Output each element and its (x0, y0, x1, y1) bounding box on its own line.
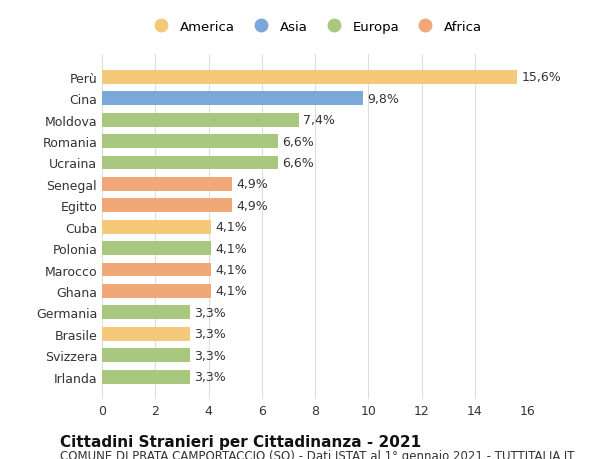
Text: 6,6%: 6,6% (282, 157, 313, 170)
Bar (102, 92, 363, 106)
Bar (102, 199, 232, 213)
Bar (102, 113, 299, 127)
Bar (102, 71, 517, 84)
Bar (102, 178, 232, 191)
Bar (102, 156, 278, 170)
Bar (102, 263, 211, 277)
Bar (102, 348, 190, 362)
Text: 4,1%: 4,1% (215, 221, 247, 234)
Legend: America, Asia, Europa, Africa: America, Asia, Europa, Africa (144, 17, 486, 38)
Text: 9,8%: 9,8% (367, 93, 399, 106)
Text: 4,9%: 4,9% (236, 199, 268, 213)
Text: 3,3%: 3,3% (194, 306, 226, 319)
Bar (102, 220, 211, 234)
Text: COMUNE DI PRATA CAMPORTACCIO (SO) - Dati ISTAT al 1° gennaio 2021 - TUTTITALIA.I: COMUNE DI PRATA CAMPORTACCIO (SO) - Dati… (60, 449, 575, 459)
Text: 4,9%: 4,9% (236, 178, 268, 191)
Bar (102, 306, 190, 319)
Text: 3,3%: 3,3% (194, 370, 226, 383)
Text: 4,1%: 4,1% (215, 242, 247, 255)
Bar (102, 327, 190, 341)
Bar (102, 135, 278, 149)
Text: 3,3%: 3,3% (194, 328, 226, 341)
Text: 7,4%: 7,4% (303, 114, 335, 127)
Text: Cittadini Stranieri per Cittadinanza - 2021: Cittadini Stranieri per Cittadinanza - 2… (60, 434, 421, 449)
Text: 4,1%: 4,1% (215, 285, 247, 298)
Bar (102, 370, 190, 384)
Text: 3,3%: 3,3% (194, 349, 226, 362)
Bar (102, 241, 211, 256)
Bar (102, 284, 211, 298)
Text: 4,1%: 4,1% (215, 263, 247, 276)
Text: 15,6%: 15,6% (521, 71, 561, 84)
Text: 6,6%: 6,6% (282, 135, 313, 148)
